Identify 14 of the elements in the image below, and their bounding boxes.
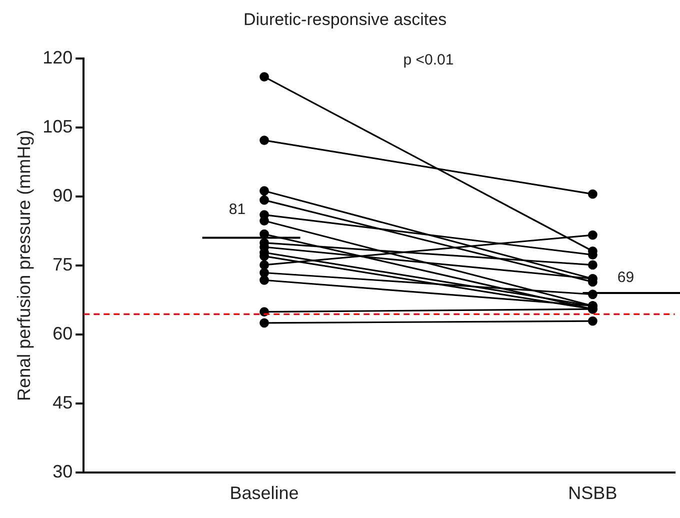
x-tick-label: Baseline [230, 483, 299, 504]
y-tick-label: 45 [52, 392, 73, 412]
y-tick-label: 105 [42, 116, 73, 136]
x-tick-label: NSBB [568, 483, 618, 504]
y-tick-label: 75 [52, 254, 73, 274]
ref-line-label: 81 [228, 200, 246, 218]
y-axis-title: Renal perfusion pressure (mmHg) [14, 130, 34, 401]
y-tick-label: 120 [42, 47, 73, 68]
y-tick-label: 90 [52, 185, 73, 206]
annotation: p <0.01 [403, 52, 454, 69]
chart-title: Diuretic-responsive ascites [243, 10, 447, 29]
ref-line-label: 69 [617, 269, 634, 286]
y-tick-label: 30 [52, 461, 73, 482]
y-tick-label: 60 [52, 323, 73, 344]
